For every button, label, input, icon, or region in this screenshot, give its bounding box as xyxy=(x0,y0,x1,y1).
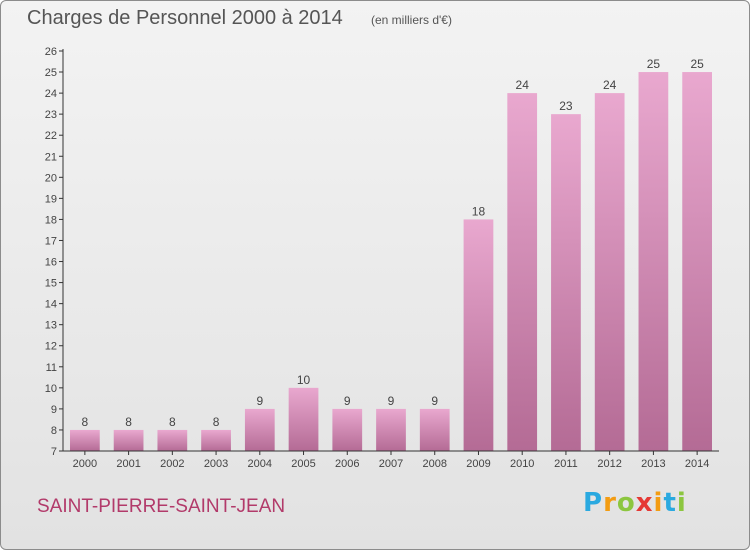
x-tick-label-2010: 2010 xyxy=(510,458,534,470)
data-label-2013: 25 xyxy=(647,57,661,71)
data-label-2009: 18 xyxy=(472,204,486,218)
data-label-2002: 8 xyxy=(169,415,176,429)
data-label-2012: 24 xyxy=(603,78,617,92)
y-axis: 7 8 9 10 11 12 13 14 15 16 17 18 19 20 21 22 23 24 25 26 xyxy=(45,46,64,458)
x-axis: 2000 2001 2002 2003 2004 2005 2006 2007 2008 2009… xyxy=(63,450,719,470)
y-tick-label: 26 xyxy=(45,46,57,58)
x-tick-label-2006: 2006 xyxy=(335,458,359,470)
data-label-2000: 8 xyxy=(82,415,89,429)
x-tick-label-2004: 2004 xyxy=(248,458,272,470)
y-tick-label: 11 xyxy=(46,362,57,374)
bar-2000 xyxy=(69,429,100,451)
bar-2010 xyxy=(507,93,538,452)
data-label-2004: 9 xyxy=(256,394,263,408)
commune-name: SAINT-PIERRE-SAINT-JEAN xyxy=(37,496,286,517)
bar-2008 xyxy=(419,408,450,451)
x-tick-label-2003: 2003 xyxy=(204,458,228,470)
y-tick-label: 15 xyxy=(45,278,57,290)
y-tick-label: 10 xyxy=(45,383,57,395)
data-label-2006: 9 xyxy=(344,394,351,408)
x-tick-label-2012: 2012 xyxy=(597,458,621,470)
logo-letter: x xyxy=(635,488,654,518)
y-tick-label: 16 xyxy=(45,257,57,269)
bar-2002 xyxy=(157,429,188,451)
logo-letter: r xyxy=(603,488,617,518)
data-label-2003: 8 xyxy=(213,415,220,429)
data-label-2010: 24 xyxy=(516,78,530,92)
x-tick-label-2008: 2008 xyxy=(422,458,446,470)
y-tick-label: 9 xyxy=(51,404,57,416)
y-tick-label: 19 xyxy=(45,193,57,205)
bar-2003 xyxy=(201,429,231,451)
data-label-2014: 25 xyxy=(690,57,704,71)
y-tick-label: 21 xyxy=(45,151,57,163)
y-tick-label: 24 xyxy=(45,88,57,100)
x-tick-label-2005: 2005 xyxy=(291,458,315,470)
chart-unit: (en milliers d'€) xyxy=(371,13,452,27)
logo-letter: i xyxy=(676,488,687,518)
y-tick-label: 22 xyxy=(45,130,57,142)
x-tick-label-2009: 2009 xyxy=(466,458,490,470)
logo-letter: t xyxy=(663,488,677,518)
data-label-2008: 9 xyxy=(431,394,438,408)
bar-2005 xyxy=(288,387,319,451)
y-tick-label: 23 xyxy=(45,109,57,121)
logo-letter: P xyxy=(583,488,604,518)
bar-2014 xyxy=(682,72,713,451)
y-tick-label: 25 xyxy=(45,67,57,79)
x-tick-label-2013: 2013 xyxy=(641,458,665,470)
bars: 8 8 8 8 9 10 9 9 9 18 24 23 24 25 25 xyxy=(69,57,713,452)
bar-2009 xyxy=(463,219,494,451)
logo-letter: i xyxy=(653,488,664,518)
bar-2004 xyxy=(244,408,275,451)
bar-2012 xyxy=(594,93,625,452)
y-tick-label: 12 xyxy=(45,341,57,353)
bar-2007 xyxy=(376,408,406,451)
y-tick-label: 8 xyxy=(51,425,57,437)
y-tick-label: 14 xyxy=(45,299,57,311)
x-tick-label-2000: 2000 xyxy=(73,458,97,470)
y-tick-label: 18 xyxy=(45,214,57,226)
data-label-2001: 8 xyxy=(125,415,132,429)
y-tick-label: 20 xyxy=(45,172,57,184)
bar-2011 xyxy=(551,114,581,451)
x-tick-label-2014: 2014 xyxy=(685,458,709,470)
y-tick-label: 17 xyxy=(45,235,57,247)
proxiti-logo: Proxiti xyxy=(583,488,687,518)
bar-2006 xyxy=(332,408,363,451)
y-tick-label: 13 xyxy=(45,320,57,332)
bar-2001 xyxy=(113,429,144,451)
x-tick-label-2007: 2007 xyxy=(379,458,403,470)
data-label-2007: 9 xyxy=(388,394,395,408)
logo-letter: o xyxy=(616,488,636,518)
x-tick-label-2001: 2001 xyxy=(116,458,140,470)
y-tick-label: 7 xyxy=(51,446,57,458)
chart-title: Charges de Personnel 2000 à 2014 xyxy=(27,7,343,29)
data-label-2005: 10 xyxy=(297,373,311,387)
x-tick-label-2002: 2002 xyxy=(160,458,184,470)
x-tick-label-2011: 2011 xyxy=(554,458,578,470)
data-label-2011: 23 xyxy=(559,99,573,113)
bar-2013 xyxy=(638,72,669,451)
